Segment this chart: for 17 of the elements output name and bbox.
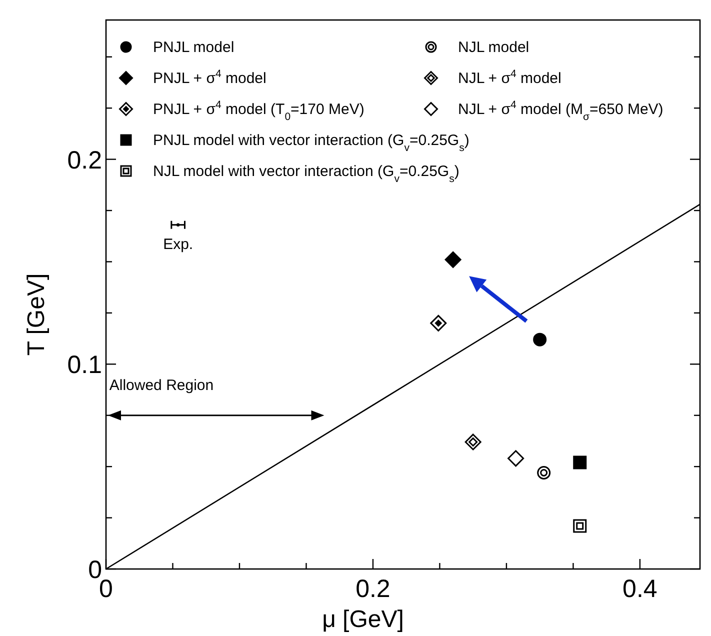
legend-label: PNJL + σ$^{4}$ model (T$_{0}$=170 MeV) [153,99,364,123]
x-tick-label: 0.2 [356,575,390,603]
y-tick-label: 0 [88,556,102,584]
legend-label: PNJL model with vector interaction (G$_{v}$=0.25G$_{s}$) [153,132,470,154]
legend-label: PNJL + σ$^{4}$ model [153,68,266,87]
x-axis-title: μ [GeV] [322,606,404,633]
legend-label: NJL + σ$^{4}$ model [458,68,562,87]
legend-label: NJL model with vector interaction (G$_{v}$=0.25G$_{s}$) [153,163,460,185]
y-tick-label: 0.2 [67,146,102,174]
legend-label: NJL model [458,39,530,56]
legend-label: NJL + σ$^{4}$ model (M$_{σ}$=650 MeV) [458,99,664,123]
x-tick-label: 0.4 [622,575,658,603]
y-tick-label: 0.1 [67,351,102,380]
annotation: Allowed Region [109,377,214,394]
legend-label: PNJL model [153,39,234,56]
y-axis-title: T [GeV] [23,273,50,356]
series-label: Exp. [163,236,194,253]
